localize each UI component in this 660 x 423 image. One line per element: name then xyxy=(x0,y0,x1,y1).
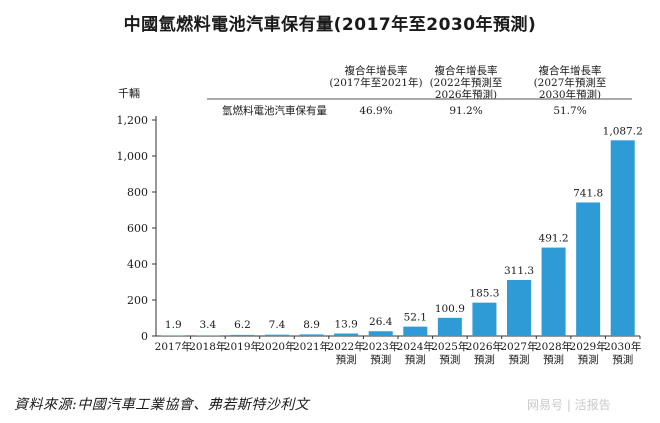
bar xyxy=(368,331,393,336)
bar-value-label: 3.4 xyxy=(200,319,217,331)
x-tick-label: 預測 xyxy=(336,353,357,366)
bar xyxy=(299,334,324,336)
x-tick-label: 2026年 xyxy=(466,340,503,353)
cagr-table: 複合年增長率(2017年至2021年)複合年增長率(2022年預測至2026年預… xyxy=(207,64,632,117)
bar xyxy=(403,326,428,336)
bar xyxy=(576,202,601,336)
bar xyxy=(610,140,635,336)
cagr-header: 複合年增長率 xyxy=(539,64,602,77)
x-tick-label: 2024年 xyxy=(397,340,434,353)
bar-value-label: 13.9 xyxy=(334,318,357,330)
x-tick-label: 預測 xyxy=(612,353,633,366)
chart-title: 中國氫燃料電池汽車保有量(2017年至2030年預測) xyxy=(123,15,537,35)
cagr-value: 91.2% xyxy=(449,105,482,117)
bar-value-label: 185.3 xyxy=(469,288,499,300)
x-tick-label: 預測 xyxy=(405,353,426,366)
cagr-row-label: 氫燃料電池汽車保有量 xyxy=(222,104,327,117)
x-tick-label: 預測 xyxy=(578,353,599,366)
x-tick-labels: 2017年2018年2019年2020年2021年2022年預測2023年預測2… xyxy=(155,336,641,366)
bar xyxy=(230,334,255,336)
y-tick-label: 200 xyxy=(127,294,148,307)
x-tick-label: 2018年 xyxy=(189,340,226,353)
x-tick-label: 2029年 xyxy=(570,340,607,353)
y-axis-label: 千輛 xyxy=(118,86,140,100)
cagr-header: 複合年增長率 xyxy=(345,64,408,77)
cagr-header: (2027年預測至 xyxy=(534,76,607,89)
bar-value-label: 26.4 xyxy=(369,316,393,328)
cagr-header: 2030年預測) xyxy=(539,88,601,101)
bar xyxy=(437,317,462,336)
x-tick-label: 2028年 xyxy=(535,340,572,353)
bar-value-label: 741.8 xyxy=(573,187,603,199)
bar xyxy=(265,334,289,336)
cagr-header: 複合年增長率 xyxy=(435,64,498,77)
x-tick-label: 預測 xyxy=(370,353,391,366)
bar-value-label: 7.4 xyxy=(269,319,286,331)
value-labels: 1.9 3.4 6.2 7.4 8.9 13.9 26.4 52.1 100.9 185.3 311… xyxy=(165,125,643,331)
bar xyxy=(161,335,186,336)
bar xyxy=(334,333,359,336)
x-tick-label: 2020年 xyxy=(258,340,295,353)
bar-value-label: 6.2 xyxy=(234,319,251,331)
x-tick-label: 預測 xyxy=(543,353,564,366)
cagr-header: (2017年至2021年) xyxy=(329,76,422,89)
cagr-header: 2026年預測) xyxy=(435,88,497,101)
x-tick-label: 預測 xyxy=(509,353,530,366)
bar-value-label: 311.3 xyxy=(504,265,534,277)
bar-value-label: 1.9 xyxy=(165,319,182,331)
bar xyxy=(195,335,220,336)
x-tick-label: 2023年 xyxy=(362,340,399,353)
y-tick-label: 600 xyxy=(127,222,148,235)
y-tick-label: 0 xyxy=(141,330,148,343)
y-tick-label: 800 xyxy=(127,186,148,199)
x-tick-label: 2017年 xyxy=(155,340,192,353)
x-tick-label: 2025年 xyxy=(431,340,468,353)
bar xyxy=(472,302,497,336)
source-note: 資料來源:中國汽車工業協會、弗若斯特沙利文 xyxy=(14,397,310,413)
bar-value-label: 491.2 xyxy=(539,233,569,245)
bars xyxy=(161,140,635,336)
y-tick-label: 400 xyxy=(127,258,148,271)
bar-value-label: 8.9 xyxy=(303,319,320,331)
y-tick-label: 1,200 xyxy=(117,114,149,127)
x-tick-label: 2019年 xyxy=(224,340,261,353)
cagr-value: 51.7% xyxy=(553,105,586,117)
x-tick-label: 2027年 xyxy=(500,340,537,353)
x-tick-label: 2030年 xyxy=(604,340,641,353)
bar-value-label: 1,087.2 xyxy=(603,125,643,137)
x-tick-label: 預測 xyxy=(439,353,460,366)
cagr-header: (2022年預測至 xyxy=(430,76,503,89)
bar xyxy=(541,247,566,336)
cagr-value: 46.9% xyxy=(359,105,392,117)
bar-value-label: 52.1 xyxy=(404,312,427,324)
watermark: 网易号 | 活报告 xyxy=(527,398,611,412)
bar-value-label: 100.9 xyxy=(435,303,465,315)
x-tick-label: 2022年 xyxy=(328,340,365,353)
bar xyxy=(507,279,531,336)
x-tick-label: 預測 xyxy=(474,353,495,366)
y-tick-label: 1,000 xyxy=(117,150,149,163)
x-tick-label: 2021年 xyxy=(293,340,330,353)
